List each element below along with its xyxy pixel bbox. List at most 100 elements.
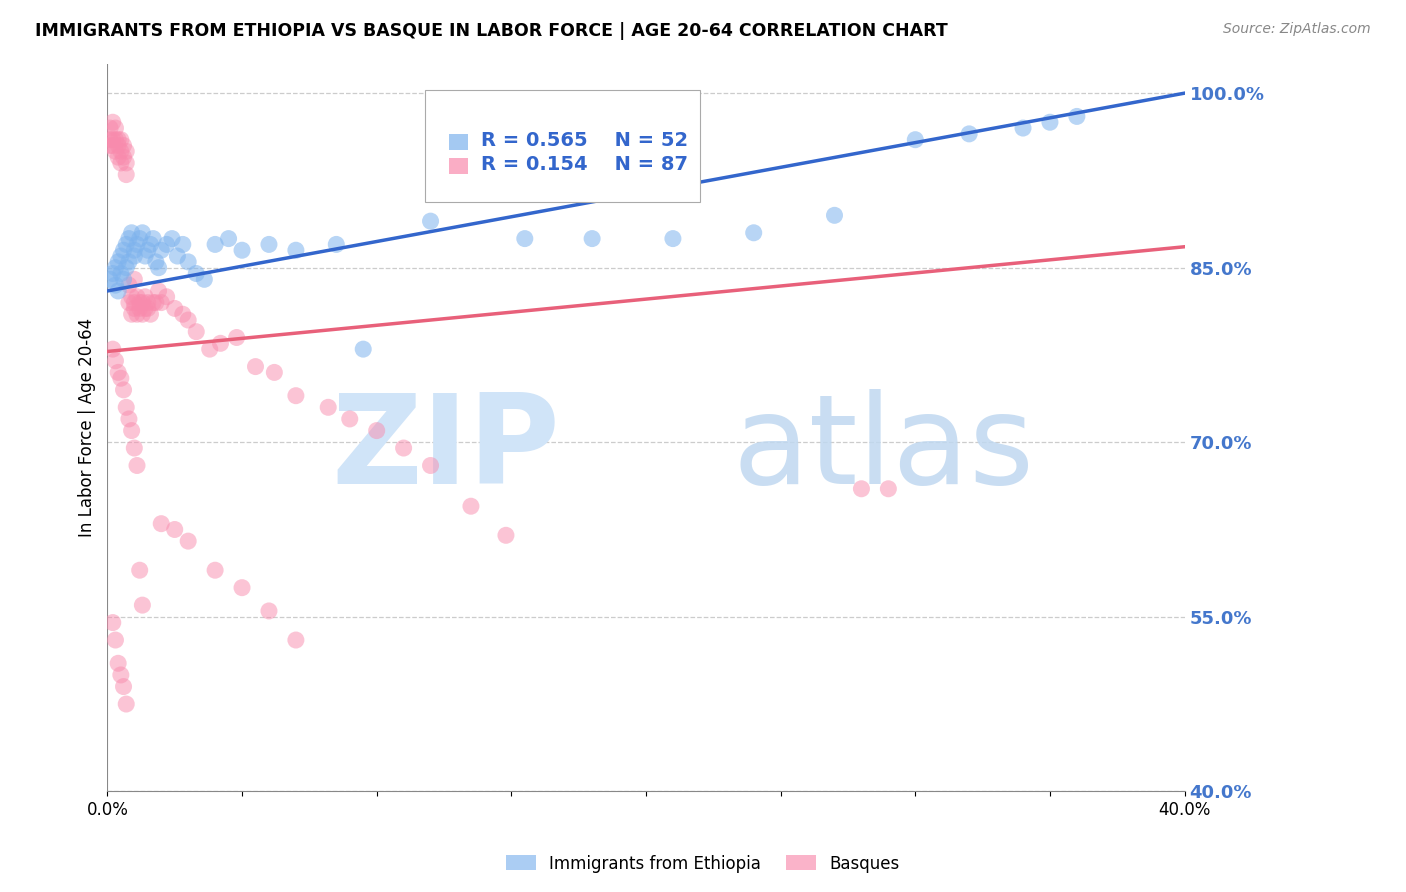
Point [115, 237, 138, 252]
Point [98, 272, 121, 286]
Point [150, 516, 173, 531]
Point [824, 208, 846, 222]
Point [325, 237, 347, 252]
Point [125, 307, 148, 321]
Point [118, 255, 141, 269]
Point [101, 133, 124, 147]
Point [112, 680, 135, 694]
Point [263, 365, 285, 379]
Point [128, 231, 150, 245]
Point [156, 237, 179, 252]
Point [118, 412, 141, 426]
Point [904, 133, 927, 147]
Y-axis label: In Labor Force | Age 20-64: In Labor Force | Age 20-64 [79, 318, 96, 537]
Point [128, 563, 150, 577]
Point [104, 278, 127, 293]
Point [110, 133, 132, 147]
Point [107, 657, 129, 671]
Point [231, 581, 253, 595]
Point [124, 301, 146, 316]
Point [98, 138, 121, 153]
Point [193, 272, 215, 286]
Point [128, 301, 150, 316]
Point [163, 523, 186, 537]
Point [101, 267, 124, 281]
Legend: Immigrants from Ethiopia, Basques: Immigrants from Ethiopia, Basques [499, 848, 907, 880]
Text: ZIP: ZIP [330, 389, 560, 510]
Point [166, 249, 188, 263]
Point [177, 313, 200, 327]
Point [115, 156, 138, 170]
Point [131, 307, 153, 321]
Point [125, 458, 148, 473]
Point [115, 168, 138, 182]
FancyBboxPatch shape [449, 134, 468, 150]
Point [124, 295, 146, 310]
Point [101, 138, 124, 153]
Point [1066, 110, 1088, 124]
Point [124, 244, 146, 258]
Point [877, 482, 900, 496]
Point [128, 295, 150, 310]
Point [851, 482, 873, 496]
Point [148, 284, 170, 298]
Point [107, 133, 129, 147]
Point [460, 500, 482, 514]
Point [98, 133, 121, 147]
Point [104, 133, 127, 147]
Text: Source: ZipAtlas.com: Source: ZipAtlas.com [1223, 22, 1371, 37]
Point [139, 237, 162, 252]
Point [316, 401, 339, 415]
Point [186, 325, 208, 339]
Point [392, 441, 415, 455]
Point [125, 237, 148, 252]
Point [1012, 121, 1035, 136]
Point [172, 307, 194, 321]
Point [136, 244, 159, 258]
Point [209, 336, 232, 351]
Point [134, 301, 156, 316]
Point [110, 267, 132, 281]
Point [231, 244, 253, 258]
Point [662, 231, 685, 245]
Point [124, 441, 146, 455]
Point [148, 260, 170, 275]
Point [284, 633, 307, 648]
Point [218, 231, 240, 245]
Point [957, 127, 980, 141]
Point [495, 528, 517, 542]
Point [121, 424, 143, 438]
Point [581, 231, 603, 245]
Point [1039, 115, 1062, 129]
Point [131, 226, 153, 240]
Point [131, 598, 153, 612]
Point [134, 249, 156, 263]
Point [366, 424, 388, 438]
Point [110, 249, 132, 263]
Point [257, 237, 280, 252]
Point [150, 244, 173, 258]
Point [104, 260, 127, 275]
FancyBboxPatch shape [425, 89, 700, 202]
Point [104, 121, 127, 136]
Point [163, 301, 186, 316]
Point [131, 295, 153, 310]
Text: R = 0.565    N = 52: R = 0.565 N = 52 [481, 131, 689, 150]
Point [107, 150, 129, 164]
Point [121, 290, 143, 304]
Point [118, 278, 141, 293]
Point [115, 145, 138, 159]
Point [225, 330, 247, 344]
Point [121, 307, 143, 321]
Point [142, 295, 165, 310]
Point [107, 138, 129, 153]
Point [186, 267, 208, 281]
Point [339, 412, 361, 426]
Point [145, 295, 167, 310]
Point [112, 383, 135, 397]
Text: R = 0.154    N = 87: R = 0.154 N = 87 [481, 155, 688, 174]
FancyBboxPatch shape [449, 158, 468, 174]
Point [257, 604, 280, 618]
Point [160, 231, 183, 245]
Text: atlas: atlas [733, 389, 1035, 510]
